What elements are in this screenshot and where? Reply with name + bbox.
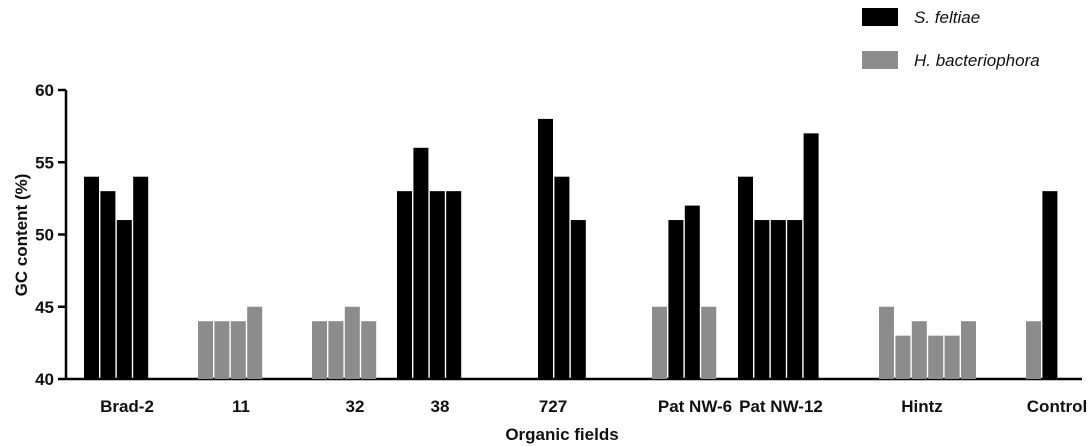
y-tick-label: 50: [35, 226, 54, 245]
x-category-label: Pat NW-6: [658, 397, 732, 416]
bar-pat-nw-6-1: [652, 306, 667, 379]
bar-32-3: [344, 306, 360, 379]
x-category-label: Pat NW-12: [739, 397, 823, 416]
bar-38-4: [446, 191, 462, 379]
x-category-label: 727: [539, 397, 567, 416]
bar-pat-nw-6-3: [684, 205, 700, 379]
bar-control-2: [1042, 191, 1058, 379]
bar-11-1: [198, 321, 213, 379]
bar-32-2: [328, 321, 344, 379]
bar-11-4: [247, 306, 263, 379]
bar-11-3: [230, 321, 246, 379]
y-tick-label: 40: [35, 370, 54, 389]
bar-hintz-3: [911, 321, 927, 379]
bar-38-2: [413, 147, 429, 379]
legend-swatch-h-bacteriophora: [862, 51, 898, 69]
bars: [84, 118, 1058, 380]
bar-brad-2-4: [133, 176, 149, 379]
y-tick-label: 60: [35, 81, 54, 100]
bar-hintz-1: [879, 306, 894, 379]
bar-727-3: [570, 220, 586, 379]
bar-32-4: [361, 321, 377, 379]
legend: S. feltiae H. bacteriophora: [862, 8, 1040, 70]
bar-hintz-6: [961, 321, 976, 379]
y-axis-title: GC content (%): [12, 174, 31, 297]
legend-swatch-s-feltiae: [862, 8, 898, 26]
legend-label-s-feltiae: S. feltiae: [914, 8, 980, 27]
x-category-label: Control: [1027, 397, 1087, 416]
y-axis: 40 45 50 55 60: [35, 81, 68, 389]
bar-pat-nw-6-4: [701, 306, 717, 379]
x-category-label: 38: [431, 397, 450, 416]
bar-control-1: [1026, 321, 1041, 379]
bar-38-3: [429, 191, 445, 379]
bar-hintz-4: [928, 335, 944, 379]
x-category-label: Brad-2: [100, 397, 154, 416]
legend-label-h-bacteriophora: H. bacteriophora: [914, 51, 1040, 70]
bar-pat-nw-12-3: [770, 220, 786, 379]
bar-pat-nw-12-5: [803, 133, 819, 379]
bar-hintz-2: [895, 335, 911, 379]
bar-brad-2-1: [84, 176, 99, 379]
y-tick-label: 55: [35, 153, 54, 172]
x-category-label: 11: [232, 397, 250, 416]
bar-brad-2-3: [116, 220, 132, 379]
y-tick-label: 45: [35, 298, 54, 317]
bar-32-1: [312, 321, 327, 379]
bar-pat-nw-12-1: [738, 176, 753, 379]
bar-pat-nw-12-2: [754, 220, 770, 379]
bar-727-1: [538, 118, 553, 380]
bar-pat-nw-6-2: [668, 220, 684, 379]
category-labels: Brad-2 11 32 38 727 Pat NW-6 Pat NW-12 Hintz Con…: [100, 397, 1087, 416]
bar-hintz-5: [944, 335, 960, 379]
x-category-label: Hintz: [901, 397, 943, 416]
bar-11-2: [214, 321, 230, 379]
bar-38-1: [397, 191, 412, 379]
x-category-label: 32: [346, 397, 365, 416]
bar-727-2: [554, 176, 570, 379]
bar-pat-nw-12-4: [787, 220, 803, 379]
x-axis-title: Organic fields: [505, 425, 618, 444]
bar-brad-2-2: [100, 191, 116, 379]
